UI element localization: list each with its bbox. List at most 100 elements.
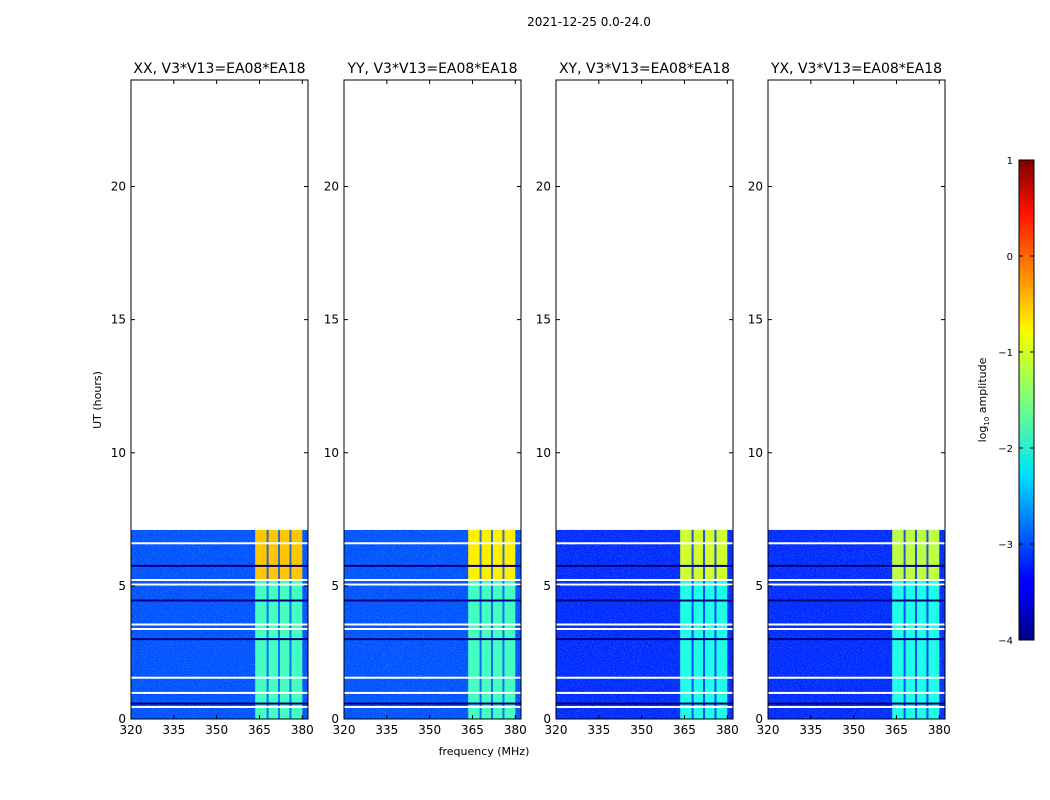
colorbar-tick-label: −1 — [998, 348, 1013, 359]
y-tick-label: 5 — [331, 579, 339, 593]
flag-gap — [768, 702, 945, 705]
y-tick-label: 0 — [543, 712, 551, 726]
flag-gap — [344, 676, 521, 679]
x-axis-label: frequency (MHz) — [439, 745, 530, 758]
x-tick-label: 320 — [120, 723, 143, 737]
x-tick-label: 350 — [205, 723, 228, 737]
x-tick-label: 365 — [248, 723, 271, 737]
flag-gap — [556, 579, 733, 582]
flag-gap — [556, 623, 733, 626]
y-tick-label: 0 — [331, 712, 339, 726]
panel-2: YY, V3*V13=EA08*EA18 320 335 350 365 380 0 5 10 1… — [324, 61, 527, 737]
x-tick-label: 335 — [587, 723, 610, 737]
panels: XX, V3*V13=EA08*EA18 320 335 350 365 380 0 5 10 1… — [111, 61, 951, 737]
colorbar-label-prefix: log — [976, 426, 989, 443]
y-tick-label: 5 — [755, 579, 763, 593]
panel-4: YX, V3*V13=EA08*EA18 320 335 350 365 380 0 5 10 1… — [748, 61, 951, 737]
x-tick-label: 365 — [673, 723, 696, 737]
y-tick-label: 20 — [111, 180, 126, 194]
panel-title: YX, V3*V13=EA08*EA18 — [770, 61, 942, 77]
x-tick-label: 380 — [504, 723, 527, 737]
flag-gap — [131, 623, 308, 626]
colorbar: −4 −3 −2 −1 0 1 log10 amplitude — [976, 156, 1035, 647]
heatmap — [768, 529, 945, 719]
y-tick-label: 0 — [755, 712, 763, 726]
colorbar-label-subscript: 10 — [983, 417, 991, 426]
colorbar-tick-label: −3 — [998, 540, 1013, 551]
flag-gap — [768, 542, 945, 545]
flag-gap — [131, 583, 308, 586]
flag-gap — [344, 542, 521, 545]
x-tick-label: 335 — [162, 723, 185, 737]
flag-gap — [556, 583, 733, 586]
flag-gap — [768, 564, 945, 567]
x-tick-label: 380 — [716, 723, 739, 737]
x-tick-label: 320 — [545, 723, 568, 737]
flag-gap — [131, 564, 308, 567]
x-tick-label: 365 — [885, 723, 908, 737]
colorbar-gradient — [1019, 160, 1034, 640]
flag-gap — [556, 628, 733, 631]
y-tick-label: 10 — [111, 446, 126, 460]
y-axis-label: UT (hours) — [91, 371, 104, 429]
flag-gap — [768, 599, 945, 602]
panel-3: XY, V3*V13=EA08*EA18 320 335 350 365 380 0 5 10 1… — [536, 61, 739, 737]
x-tick-label: 380 — [291, 723, 314, 737]
flag-gap — [556, 638, 733, 641]
flag-gap — [344, 628, 521, 631]
y-tick-label: 20 — [324, 180, 339, 194]
flag-gap — [131, 628, 308, 631]
y-tick-label: 15 — [748, 313, 763, 327]
flag-gap — [131, 676, 308, 679]
flag-gap — [556, 599, 733, 602]
x-tick-label: 335 — [375, 723, 398, 737]
axes-frame — [767, 79, 946, 720]
y-tick-label: 10 — [748, 446, 763, 460]
y-tick-label: 10 — [536, 446, 551, 460]
x-tick-label: 350 — [630, 723, 653, 737]
panel-title: XX, V3*V13=EA08*EA18 — [133, 61, 305, 77]
colorbar-tick-label: −2 — [998, 444, 1013, 455]
figure-suptitle: 2021-12-25 0.0-24.0 — [527, 15, 651, 29]
axes-frame — [130, 79, 309, 720]
flag-gap — [556, 691, 733, 694]
flag-gap — [131, 691, 308, 694]
y-tick-label: 15 — [111, 313, 126, 327]
heatmap — [556, 529, 733, 719]
x-tick-label: 320 — [757, 723, 780, 737]
x-tick-label: 380 — [928, 723, 951, 737]
flag-gap — [131, 702, 308, 705]
colorbar-frame — [1018, 159, 1035, 641]
flag-gap — [344, 579, 521, 582]
flag-gap — [131, 599, 308, 602]
flag-gap — [768, 583, 945, 586]
flag-gap — [131, 542, 308, 545]
flag-gap — [344, 564, 521, 567]
flag-gap — [344, 706, 521, 709]
flag-gap — [344, 691, 521, 694]
x-tick-label: 320 — [333, 723, 356, 737]
flag-gap — [768, 676, 945, 679]
flag-gap — [556, 564, 733, 567]
flag-gap — [344, 583, 521, 586]
flag-gap — [556, 676, 733, 679]
y-tick-label: 20 — [536, 180, 551, 194]
heatmap — [131, 529, 308, 719]
y-tick-label: 5 — [543, 579, 551, 593]
flag-gap — [768, 638, 945, 641]
y-tick-label: 15 — [324, 313, 339, 327]
flag-gap — [344, 638, 521, 641]
y-tick-label: 10 — [324, 446, 339, 460]
y-tick-label: 15 — [536, 313, 551, 327]
x-tick-label: 365 — [461, 723, 484, 737]
flag-gap — [768, 628, 945, 631]
panel-title: XY, V3*V13=EA08*EA18 — [559, 61, 730, 77]
flag-gap — [768, 579, 945, 582]
x-tick-label: 335 — [799, 723, 822, 737]
colorbar-label-suffix: amplitude — [976, 357, 989, 416]
x-tick-label: 350 — [842, 723, 865, 737]
axes-frame — [555, 79, 734, 720]
colorbar-ticks: −4 −3 −2 −1 0 1 — [998, 156, 1034, 647]
flag-gap — [768, 691, 945, 694]
